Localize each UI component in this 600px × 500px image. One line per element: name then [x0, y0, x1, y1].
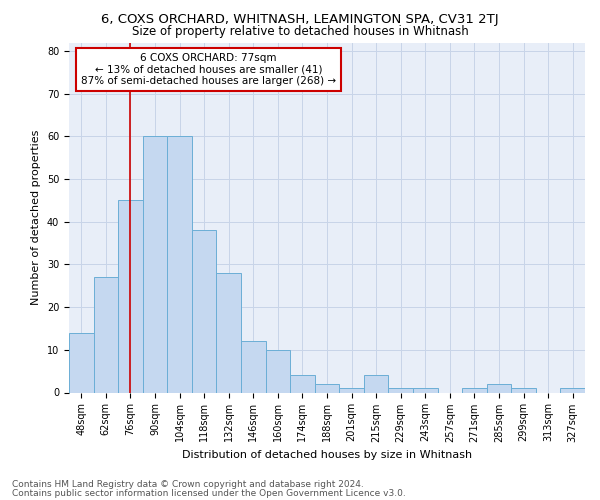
Bar [364, 376, 388, 392]
Bar [241, 342, 266, 392]
Bar [118, 200, 143, 392]
Text: Size of property relative to detached houses in Whitnash: Size of property relative to detached ho… [131, 25, 469, 38]
Bar [487, 384, 511, 392]
Bar [69, 332, 94, 392]
Bar [388, 388, 413, 392]
Bar [167, 136, 192, 392]
Bar [192, 230, 217, 392]
Text: Contains public sector information licensed under the Open Government Licence v3: Contains public sector information licen… [12, 488, 406, 498]
Bar [290, 376, 315, 392]
Bar [462, 388, 487, 392]
X-axis label: Distribution of detached houses by size in Whitnash: Distribution of detached houses by size … [182, 450, 472, 460]
Bar [339, 388, 364, 392]
Y-axis label: Number of detached properties: Number of detached properties [31, 130, 41, 305]
Bar [511, 388, 536, 392]
Bar [266, 350, 290, 393]
Text: 6 COXS ORCHARD: 77sqm
← 13% of detached houses are smaller (41)
87% of semi-deta: 6 COXS ORCHARD: 77sqm ← 13% of detached … [81, 53, 336, 86]
Text: Contains HM Land Registry data © Crown copyright and database right 2024.: Contains HM Land Registry data © Crown c… [12, 480, 364, 489]
Bar [315, 384, 339, 392]
Text: 6, COXS ORCHARD, WHITNASH, LEAMINGTON SPA, CV31 2TJ: 6, COXS ORCHARD, WHITNASH, LEAMINGTON SP… [101, 12, 499, 26]
Bar [560, 388, 585, 392]
Bar [143, 136, 167, 392]
Bar [413, 388, 437, 392]
Bar [217, 273, 241, 392]
Bar [94, 278, 118, 392]
